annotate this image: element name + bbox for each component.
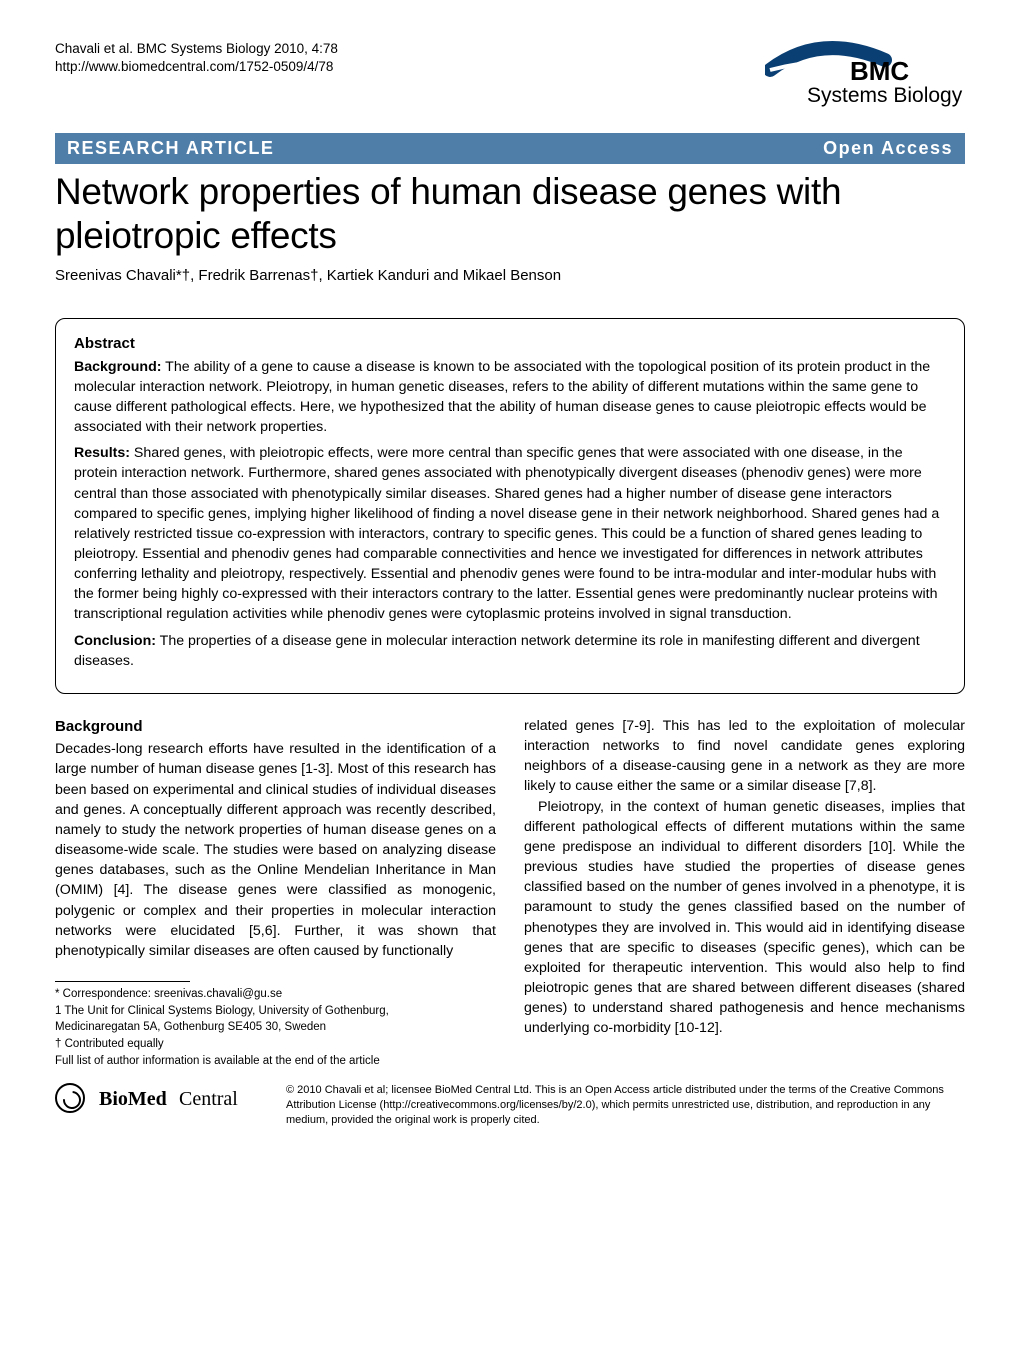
abstract-conclusion: Conclusion: The properties of a disease … xyxy=(74,631,946,671)
page-header: Chavali et al. BMC Systems Biology 2010,… xyxy=(55,40,965,115)
background-heading: Background xyxy=(55,716,496,737)
footnote-correspondence: * Correspondence: sreenivas.chavali@gu.s… xyxy=(55,986,496,1003)
footnote-fulllist: Full list of author information is avail… xyxy=(55,1053,496,1070)
footnote-affil-2: Medicinaregatan 5A, Gothenburg SE405 30,… xyxy=(55,1019,496,1036)
open-access-label: Open Access xyxy=(823,138,953,159)
authors-line: Sreenivas Chavali*†, Fredrik Barrenas†, … xyxy=(55,267,965,284)
abstract-results: Results: Shared genes, with pleiotropic … xyxy=(74,443,946,624)
abstract-background-label: Background: xyxy=(74,359,162,375)
biomed-central-logo: BioMed Central xyxy=(99,1083,274,1122)
license-footer: BioMed Central © 2010 Chavali et al; lic… xyxy=(55,1083,965,1128)
abstract-background-text: The ability of a gene to cause a disease… xyxy=(74,359,930,435)
abstract-conclusion-text: The properties of a disease gene in mole… xyxy=(74,633,920,669)
abstract-background: Background: The ability of a gene to cau… xyxy=(74,357,946,438)
left-column: Background Decades-long research efforts… xyxy=(55,716,496,1069)
abstract-box: Abstract Background: The ability of a ge… xyxy=(55,318,965,694)
body-columns: Background Decades-long research efforts… xyxy=(55,716,965,1069)
abstract-heading: Abstract xyxy=(74,333,946,354)
svg-text:Central: Central xyxy=(179,1088,238,1110)
journal-logo: BMC Systems Biology xyxy=(765,40,965,115)
svg-text:Systems Biology: Systems Biology xyxy=(807,84,963,107)
abstract-results-text: Shared genes, with pleiotropic effects, … xyxy=(74,445,939,622)
right-column: related genes [7-9]. This has led to the… xyxy=(524,716,965,1069)
citation-block: Chavali et al. BMC Systems Biology 2010,… xyxy=(55,40,338,76)
article-title: Network properties of human disease gene… xyxy=(55,170,965,257)
svg-text:BioMed: BioMed xyxy=(99,1088,167,1110)
abstract-results-label: Results: xyxy=(74,445,130,461)
footnotes-block: * Correspondence: sreenivas.chavali@gu.s… xyxy=(55,981,496,1069)
open-access-icon xyxy=(55,1083,85,1113)
footnote-rule xyxy=(55,981,190,982)
article-type-banner: RESEARCH ARTICLE Open Access xyxy=(55,133,965,164)
bmc-logo-svg: BMC Systems Biology xyxy=(765,40,965,110)
right-para-1: related genes [7-9]. This has led to the… xyxy=(524,716,965,797)
article-type-label: RESEARCH ARTICLE xyxy=(67,138,274,159)
footnote-affil-1: 1 The Unit for Clinical Systems Biology,… xyxy=(55,1003,496,1020)
abstract-conclusion-label: Conclusion: xyxy=(74,633,156,649)
license-text: © 2010 Chavali et al; licensee BioMed Ce… xyxy=(286,1083,965,1128)
left-para-1: Decades-long research efforts have resul… xyxy=(55,739,496,961)
footnote-contributed: † Contributed equally xyxy=(55,1036,496,1053)
citation-line-1: Chavali et al. BMC Systems Biology 2010,… xyxy=(55,40,338,58)
svg-text:BMC: BMC xyxy=(850,56,909,86)
citation-line-2: http://www.biomedcentral.com/1752-0509/4… xyxy=(55,58,338,76)
right-para-2: Pleiotropy, in the context of human gene… xyxy=(524,797,965,1039)
